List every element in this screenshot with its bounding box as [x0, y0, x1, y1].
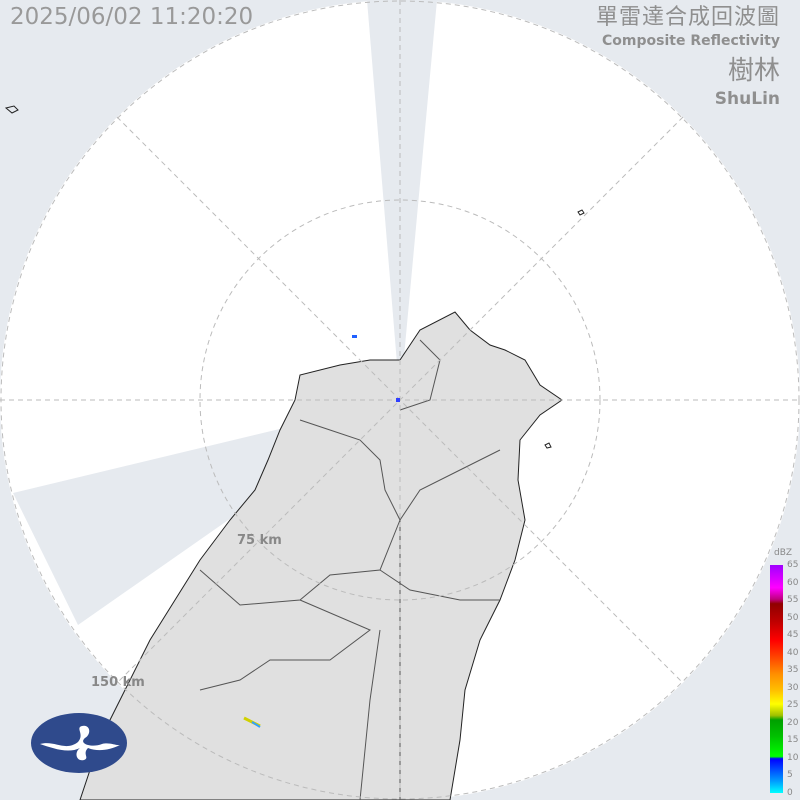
cwa-logo-icon — [31, 713, 127, 773]
legend-tick: 30 — [787, 682, 799, 693]
legend-tick: 15 — [787, 735, 799, 745]
blocked-sector-north — [367, 0, 437, 400]
radar-echoes — [243, 335, 400, 728]
legend-tick: 40 — [787, 647, 799, 658]
range-label-150: 150 km — [91, 675, 145, 690]
legend-tick: 55 — [787, 595, 799, 605]
title-chinese: 單雷達合成回波圖 — [595, 5, 780, 30]
legend-tick: 20 — [787, 717, 799, 728]
legend-tick: 65 — [787, 560, 799, 570]
legend-tick: 45 — [787, 630, 799, 640]
station-name-chinese: 樹林 — [727, 56, 780, 86]
legend-tick: 35 — [787, 665, 799, 675]
title-english: Composite Reflectivity — [602, 33, 780, 49]
legend-tick: 10 — [787, 752, 799, 763]
timestamp: 2025/06/02 11:20:20 — [10, 4, 254, 30]
legend-color-bar — [770, 565, 783, 793]
legend-tick: 25 — [787, 700, 799, 710]
taiwan-land — [79, 311, 563, 800]
legend-tick: 5 — [787, 770, 793, 780]
legend-unit: dBZ — [774, 548, 793, 558]
legend-tick: 60 — [787, 577, 799, 588]
islands — [4, 105, 585, 449]
county-borders — [199, 339, 501, 800]
legend-tick: 0 — [787, 787, 793, 798]
range-label-75: 75 km — [237, 533, 282, 548]
station-name-english: ShuLin — [714, 89, 780, 109]
legend-tick: 50 — [787, 612, 799, 623]
color-legend: dBZ 65 60 55 50 45 40 35 30 25 20 15 10 5 0 — [760, 548, 800, 800]
